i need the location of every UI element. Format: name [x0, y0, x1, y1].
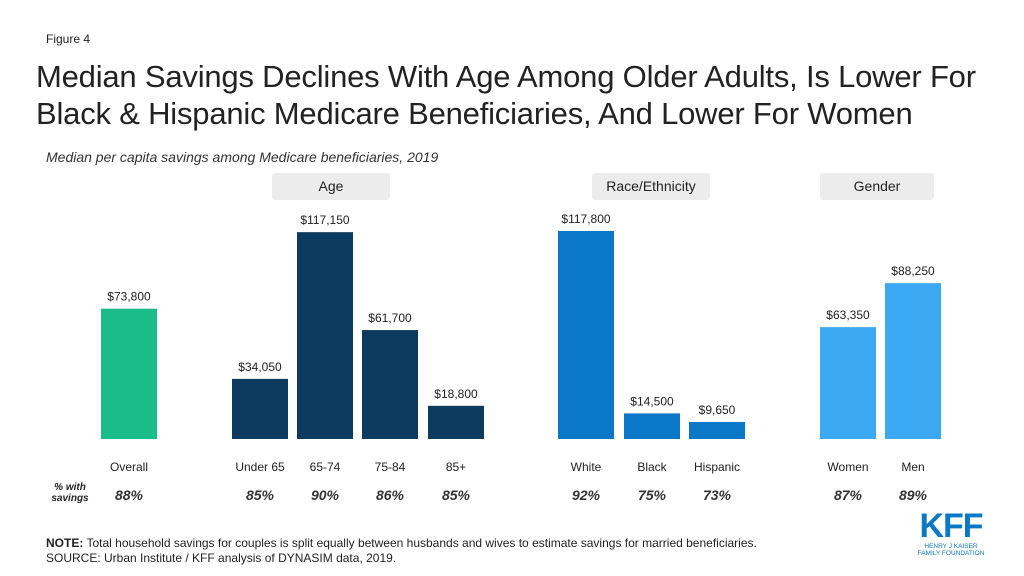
note-line: NOTE: Total household savings for couple…: [46, 536, 757, 551]
kff-logo: KFF HENRY J KAISER FAMILY FOUNDATION: [908, 509, 994, 557]
value-label-women: $63,350: [826, 308, 870, 322]
bar-white: [558, 231, 614, 439]
category-label-white: White: [571, 460, 602, 474]
pct-value-75-84: 86%: [376, 487, 405, 503]
pct-value-overall: 88%: [115, 487, 144, 503]
category-label-black: Black: [637, 460, 667, 474]
bar-75-84: [362, 330, 418, 439]
bar-black: [624, 413, 680, 439]
group-header-race-ethnicity: Race/Ethnicity: [592, 173, 710, 200]
bar-chart: $73,800 Overall 88% $34,050 Under 65 85% $117,…: [101, 212, 941, 503]
value-label-75-84: $61,700: [368, 311, 412, 325]
pct-with-savings-label: % with savings: [51, 482, 89, 504]
pct-value-65-74: 90%: [311, 487, 340, 503]
bar-overall: [101, 308, 157, 439]
chart-title: Median Savings Declines With Age Among O…: [36, 59, 976, 131]
category-label-women: Women: [827, 460, 868, 474]
bar-hispanic: [689, 421, 745, 439]
bar-under-65: [232, 378, 288, 439]
kff-logo-line2: FAMILY FOUNDATION: [917, 550, 985, 557]
value-label-85: $18,800: [434, 387, 478, 401]
category-label-85: 85+: [446, 460, 466, 474]
category-label-65-74: 65-74: [310, 460, 341, 474]
pct-value-white: 92%: [572, 487, 601, 503]
figure-label: Figure 4: [46, 32, 91, 46]
kff-logo-letters: KFF: [919, 507, 983, 545]
pct-value-women: 87%: [834, 487, 863, 503]
category-label-under-65: Under 65: [235, 460, 285, 474]
pct-value-men: 89%: [899, 487, 928, 503]
bar-women: [820, 327, 876, 439]
group-header-age: Age: [272, 173, 390, 200]
category-label-men: Men: [901, 460, 924, 474]
pct-value-85: 85%: [442, 487, 471, 503]
value-label-under-65: $34,050: [238, 360, 282, 374]
category-label-overall: Overall: [110, 460, 148, 474]
kff-logo-line1: HENRY J KAISER: [924, 543, 978, 550]
value-label-overall: $73,800: [107, 290, 151, 304]
source-line: SOURCE: Urban Institute / KFF analysis o…: [46, 551, 397, 565]
bar-85: [428, 405, 484, 439]
pct-value-under-65: 85%: [246, 487, 275, 503]
value-label-hispanic: $9,650: [699, 403, 736, 417]
group-header-gender: Gender: [820, 173, 934, 200]
bar-65-74: [297, 232, 353, 439]
value-label-black: $14,500: [630, 394, 674, 408]
kff-logo-subtitle: HENRY J KAISER FAMILY FOUNDATION: [908, 543, 994, 557]
chart-subtitle: Median per capita savings among Medicare…: [46, 149, 439, 165]
note-text: Total household savings for couples is s…: [83, 536, 757, 550]
pct-value-black: 75%: [638, 487, 667, 503]
category-label-hispanic: Hispanic: [694, 460, 740, 474]
chart-note: NOTE: Total household savings for couple…: [46, 536, 757, 566]
value-label-white: $117,800: [561, 212, 610, 226]
bar-men: [885, 283, 941, 439]
value-label-65-74: $117,150: [300, 213, 349, 227]
pct-value-hispanic: 73%: [703, 487, 732, 503]
category-label-75-84: 75-84: [375, 460, 406, 474]
note-label: NOTE:: [46, 536, 84, 550]
value-label-men: $88,250: [891, 264, 935, 278]
